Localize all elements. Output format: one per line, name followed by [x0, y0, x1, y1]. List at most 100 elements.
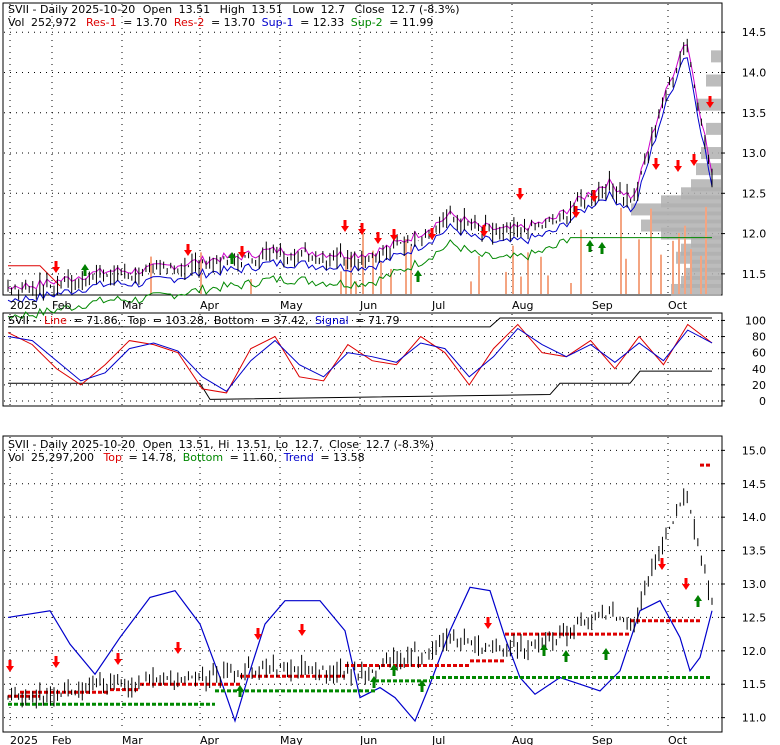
- sell-arrow: [572, 206, 580, 218]
- osc-y-tick-label: 0: [759, 395, 766, 408]
- osc-line-label: Line: [44, 314, 67, 327]
- price-x-tick-label: Aug: [512, 299, 533, 312]
- trend-header-line1: SVII - Daily 2025-10-20 Open 13.51, Hi 1…: [8, 438, 434, 451]
- price-x-tick-label: Mar: [122, 299, 143, 312]
- trend-trend-value: = 13.58: [320, 451, 364, 464]
- buy-arrow: [228, 252, 236, 264]
- price-header-line1: SVII - Daily 2025-10-20 Open 13.51 High …: [8, 3, 460, 16]
- osc-bottom-value: = 37.42,: [261, 314, 309, 327]
- volume-bar: [672, 240, 674, 294]
- price-x-axis: 2025 Feb Mar Apr May Jun Jul Aug Sep Oct: [10, 299, 688, 312]
- price-high-value: 13.51: [251, 3, 283, 16]
- price-open-label: Open: [143, 3, 172, 16]
- volume-profile-bar: [701, 147, 721, 160]
- trend-x-axis: 2025 Feb Mar Apr May Jun Jul Aug Sep Oct: [10, 734, 688, 745]
- trend-sell-arrow: [484, 617, 492, 629]
- trend-sell-arrow: [114, 653, 122, 665]
- trend-vol-label: Vol: [8, 451, 24, 464]
- price-x-tick-label: Apr: [200, 299, 220, 312]
- price-y-tick-label: 14.0: [742, 66, 767, 79]
- trend-buy-arrow: [418, 680, 426, 692]
- trend-panel-gridlines: [4, 437, 721, 731]
- trend-buy-arrow: [390, 664, 398, 676]
- trend-panel-frame: [2, 435, 723, 733]
- volume-bar: [570, 282, 572, 294]
- signal-arrows: [52, 96, 714, 282]
- price-y-tick-label: 13.0: [742, 147, 767, 160]
- trend-y-tick-label: 15.0: [742, 444, 767, 457]
- sell-arrow: [184, 244, 192, 256]
- trend-open-value: 13.51,: [179, 438, 214, 451]
- volume-bar: [250, 279, 252, 294]
- volume-bar: [405, 239, 407, 294]
- trend-x-tick-label: May: [280, 734, 303, 745]
- buy-arrow: [598, 242, 606, 254]
- trend-buy-arrow: [540, 644, 548, 656]
- trend-x-tick-label: Mar: [122, 734, 143, 745]
- price-x-tick-label: Jun: [359, 299, 377, 312]
- trend-symbol: SVII - Daily 2025-10-20: [8, 438, 135, 451]
- osc-symbol: SVII -: [8, 314, 36, 327]
- volume-bar: [625, 258, 627, 294]
- price-header-line2: Vol 252,972 Res-1 = 13.70 Res-2 = 13.70 …: [8, 16, 433, 29]
- sup1-line: [7, 57, 713, 303]
- volume-bar: [700, 255, 702, 294]
- volume-bar: [705, 206, 707, 294]
- sell-arrow: [52, 261, 60, 273]
- trend-header-line2: Vol 25,297,200 Top = 14.78, Bottom = 11.…: [8, 451, 365, 464]
- trend-y-axis: 15.0 14.5 14.0 13.5 13.0 12.5 12.0 11.5 11.0: [721, 444, 767, 725]
- volume-profile-bar: [691, 179, 721, 192]
- volume-bar: [684, 225, 686, 294]
- res2-value: = 13.70: [211, 16, 255, 29]
- sell-arrow: [652, 158, 660, 170]
- price-y-tick-label: 14.5: [742, 26, 767, 39]
- trend-sell-arrow: [52, 656, 60, 668]
- volume-bar: [620, 207, 622, 294]
- trend-y-tick-label: 12.0: [742, 645, 767, 658]
- trend-close-value: 12.7 (-8.3%): [366, 438, 435, 451]
- trend-sell-arrow: [6, 660, 14, 672]
- volume-bar: [478, 256, 480, 294]
- trend-buy-arrow: [602, 648, 610, 660]
- price-y-tick-label: 12.0: [742, 228, 767, 241]
- volume-bar: [660, 254, 662, 294]
- osc-top-line: [8, 317, 712, 328]
- oscillator-y-axis: 100 80 60 40 20 0: [721, 314, 766, 408]
- osc-line-value: = 71.86,: [73, 314, 121, 327]
- volume-bar: [470, 281, 472, 294]
- sell-arrow: [674, 160, 682, 172]
- volume-bar: [547, 275, 549, 294]
- trend-envelope: [7, 586, 713, 723]
- volume-bar: [638, 239, 640, 294]
- sell-arrow: [341, 220, 349, 232]
- trend-sell-arrow: [658, 558, 666, 570]
- trend-sell-arrow: [254, 628, 262, 640]
- trend-bottom-value: = 11.60,: [230, 451, 278, 464]
- trend-high-label: Hi: [218, 438, 229, 451]
- sell-arrow: [238, 246, 246, 258]
- volume-bar: [340, 271, 342, 294]
- price-x-tick-label: May: [280, 299, 303, 312]
- price-panel-gridlines: [4, 4, 721, 294]
- sell-arrow: [516, 188, 524, 200]
- oscillator-lines: [7, 317, 713, 400]
- trend-y-tick-label: 11.5: [742, 678, 767, 691]
- trend-low-value: 12.7,: [295, 438, 323, 451]
- sell-arrow: [358, 223, 366, 235]
- volume-bar: [527, 252, 529, 294]
- trend-y-tick-label: 13.5: [742, 545, 767, 558]
- volume-bar: [390, 268, 392, 294]
- trend-bottom-label: Bottom: [183, 451, 223, 464]
- sup2-value: = 11.99: [389, 16, 433, 29]
- sell-arrow: [390, 229, 398, 241]
- trend-buy-arrow: [694, 595, 702, 607]
- res-line: [8, 265, 61, 287]
- buy-arrow: [81, 264, 89, 276]
- volume-bar: [345, 259, 347, 294]
- price-open-value: 13.51: [179, 3, 211, 16]
- volume-bar: [150, 256, 152, 294]
- oscillator-panel-frame: [2, 312, 723, 407]
- price-close-value: 12.7 (-8.3%): [391, 3, 460, 16]
